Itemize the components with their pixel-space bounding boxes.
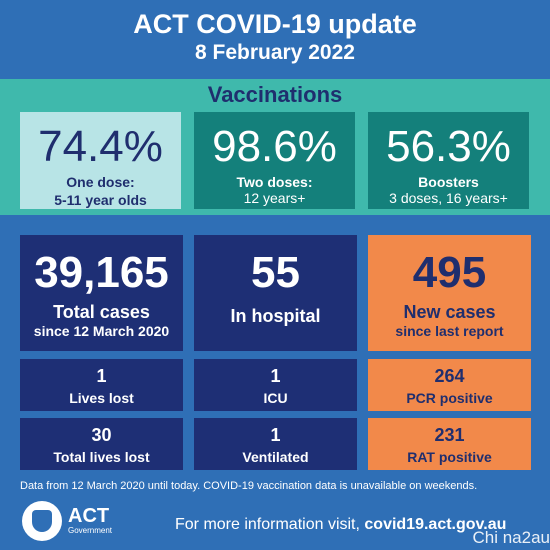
stat-label: New cases: [403, 302, 496, 322]
stat-sublabel: 12 years+: [243, 190, 306, 206]
stat-sublabel: since 12 March 2020: [33, 323, 170, 339]
stat-label: PCR positive: [406, 390, 493, 406]
stat-value: 1: [96, 366, 107, 386]
stat-label: Lives lost: [69, 390, 134, 406]
stat-value: 264: [434, 366, 465, 386]
logo-text: ACT Government: [68, 506, 112, 536]
ventilated-card: 1 Ventilated: [194, 418, 357, 470]
total-cases-card: 39,165 Total cases since 12 March 2020: [20, 235, 183, 351]
stat-sublabel: 5-11 year olds: [54, 192, 147, 208]
stat-value: 39,165: [34, 248, 169, 297]
stat-value: 74.4%: [38, 122, 163, 171]
stat-sublabel: since last report: [395, 323, 504, 339]
act-government-logo: ACT Government: [22, 500, 142, 542]
stat-value: 56.3%: [386, 122, 511, 171]
vaccination-two-doses-card: 98.6% Two doses: 12 years+: [194, 112, 355, 209]
pcr-positive-card: 264 PCR positive: [368, 359, 531, 411]
logo-government: Government: [68, 526, 113, 535]
stat-value: 231: [434, 425, 465, 445]
stat-label: Total cases: [53, 302, 150, 322]
stat-sublabel: 3 doses, 16 years+: [389, 190, 508, 206]
vaccinations-heading: Vaccinations: [207, 82, 343, 107]
stat-value: 495: [412, 248, 487, 297]
lives-lost-card: 1 Lives lost: [20, 359, 183, 411]
stat-label: Boosters: [418, 174, 479, 190]
watermark: Chi na2au: [472, 528, 550, 547]
rat-positive-card: 231 RAT positive: [368, 418, 531, 470]
stat-value: 30: [91, 425, 112, 445]
vaccination-boosters-card: 56.3% Boosters 3 doses, 16 years+: [368, 112, 529, 209]
act-crest-icon: [22, 501, 62, 541]
vaccination-one-dose-card: 74.4% One dose: 5-11 year olds: [20, 112, 181, 209]
in-hospital-card: 55 In hospital: [194, 235, 357, 351]
stat-label: Total lives lost: [53, 449, 150, 465]
stat-label: In hospital: [230, 306, 321, 326]
page-title: ACT COVID-19 update: [133, 9, 417, 39]
stat-value: 55: [251, 248, 300, 297]
update-date: 8 February 2022: [195, 41, 355, 64]
logo-act: ACT: [68, 505, 110, 527]
stat-value: 1: [270, 366, 281, 386]
stat-label: RAT positive: [407, 449, 492, 465]
stat-label: ICU: [263, 390, 288, 406]
stat-value: 1: [270, 425, 281, 445]
total-lives-lost-card: 30 Total lives lost: [20, 418, 183, 470]
more-info-text: For more information visit, covid19.act.…: [175, 515, 545, 535]
stat-value: 98.6%: [212, 122, 337, 171]
icu-card: 1 ICU: [194, 359, 357, 411]
data-footnote: Data from 12 March 2020 until today. COV…: [20, 480, 478, 492]
stat-label: Ventilated: [242, 449, 309, 465]
more-info-prefix: For more information visit,: [175, 516, 365, 533]
stat-label: Two doses:: [236, 174, 313, 190]
stat-label: One dose:: [66, 174, 135, 190]
more-info-link[interactable]: covid19.act.gov.au: [364, 516, 507, 533]
new-cases-card: 495 New cases since last report: [368, 235, 531, 351]
